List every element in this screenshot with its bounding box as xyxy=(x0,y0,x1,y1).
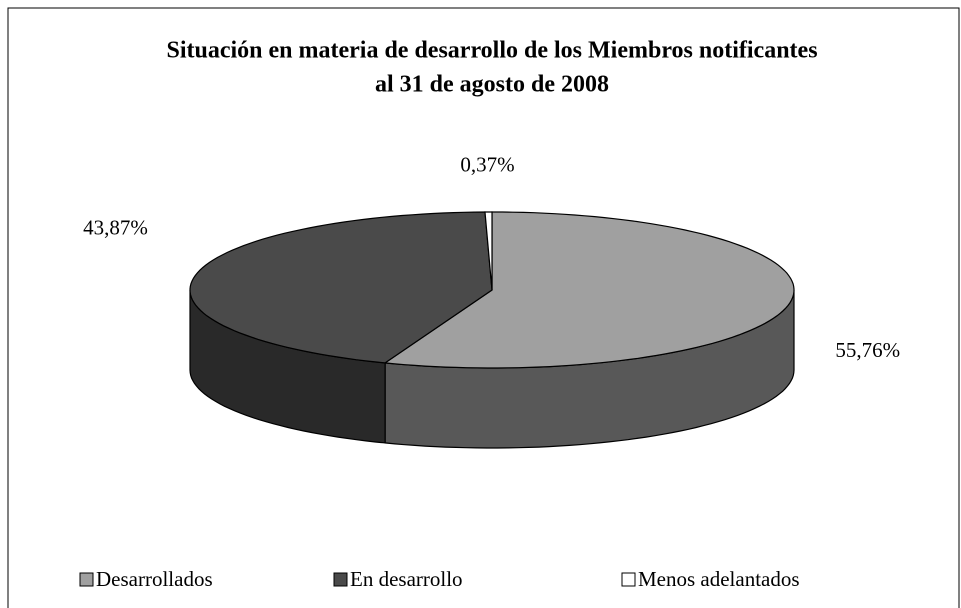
pie-slice xyxy=(484,211,493,291)
legend-label: Menos adelantados xyxy=(638,567,800,591)
legend-swatch xyxy=(79,572,94,587)
legend-label: En desarrollo xyxy=(350,567,463,591)
data-label: 55,76% xyxy=(835,338,900,362)
chart-title: al 31 de agosto de 2008 xyxy=(375,72,609,98)
data-label: 43,87% xyxy=(83,216,148,240)
legend-label: Desarrollados xyxy=(96,567,213,591)
legend-swatch xyxy=(621,572,636,587)
pie-slice xyxy=(189,211,493,364)
legend-swatch xyxy=(333,572,348,587)
pie-slice xyxy=(383,211,795,369)
data-label: 0,37% xyxy=(460,152,514,176)
chart-title: Situación en materia de desarrollo de lo… xyxy=(166,38,817,64)
